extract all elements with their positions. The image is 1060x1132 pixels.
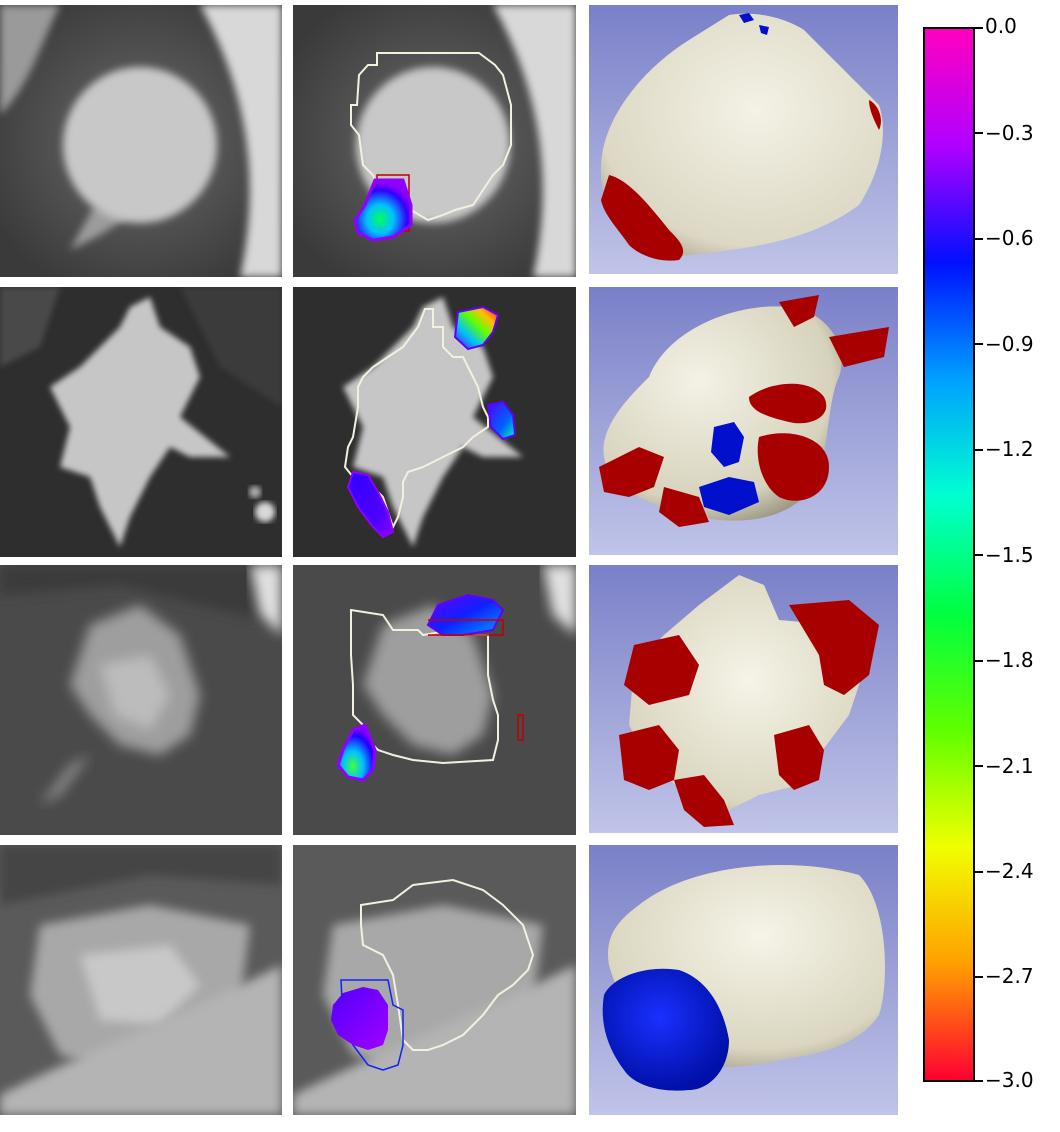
colorbar-tick-label: −3.0 bbox=[985, 1068, 1034, 1092]
colorbar-tick bbox=[975, 871, 983, 873]
ct-slice-row1 bbox=[0, 5, 282, 277]
overlay-slice-row4 bbox=[293, 845, 576, 1115]
colorbar-tick bbox=[975, 27, 983, 29]
colorbar-tick-label: −1.8 bbox=[985, 648, 1034, 672]
mesh-render-row2 bbox=[589, 287, 898, 555]
colorbar-tick-label: −0.3 bbox=[985, 121, 1034, 145]
colorbar-tick-label: −1.2 bbox=[985, 437, 1034, 461]
colorbar-tick bbox=[975, 976, 983, 978]
ct-slice-row3 bbox=[0, 565, 282, 835]
overlay-slice-row1 bbox=[293, 5, 576, 277]
overlay-slice-row2 bbox=[293, 287, 576, 557]
colorbar-tick-label: −2.1 bbox=[985, 754, 1034, 778]
colorbar-tick bbox=[975, 765, 983, 767]
mesh-render-row4 bbox=[589, 845, 898, 1115]
colorbar-tick bbox=[975, 554, 983, 556]
colorbar-tick-label: −2.4 bbox=[985, 859, 1034, 883]
mesh-render-row3 bbox=[589, 565, 898, 833]
colorbar-tick bbox=[975, 343, 983, 345]
colorbar-tick-label: 0.0 bbox=[985, 14, 1017, 38]
overlay-slice-row3 bbox=[293, 565, 576, 835]
colorbar-tick bbox=[975, 238, 983, 240]
colorbar-tick bbox=[975, 660, 983, 662]
mesh-render-row1 bbox=[589, 5, 898, 274]
colorbar-tick-label: −0.9 bbox=[985, 332, 1034, 356]
ct-slice-row2 bbox=[0, 287, 282, 557]
colorbar-tick bbox=[975, 449, 983, 451]
ct-slice-row4 bbox=[0, 845, 282, 1115]
colorbar-tick-label: −1.5 bbox=[985, 543, 1034, 567]
colorbar-tick bbox=[975, 1080, 983, 1082]
colorbar-tick-label: −0.6 bbox=[985, 226, 1034, 250]
colorbar-tick bbox=[975, 132, 983, 134]
colorbar bbox=[923, 27, 975, 1082]
colorbar-tick-label: −2.7 bbox=[985, 964, 1034, 988]
